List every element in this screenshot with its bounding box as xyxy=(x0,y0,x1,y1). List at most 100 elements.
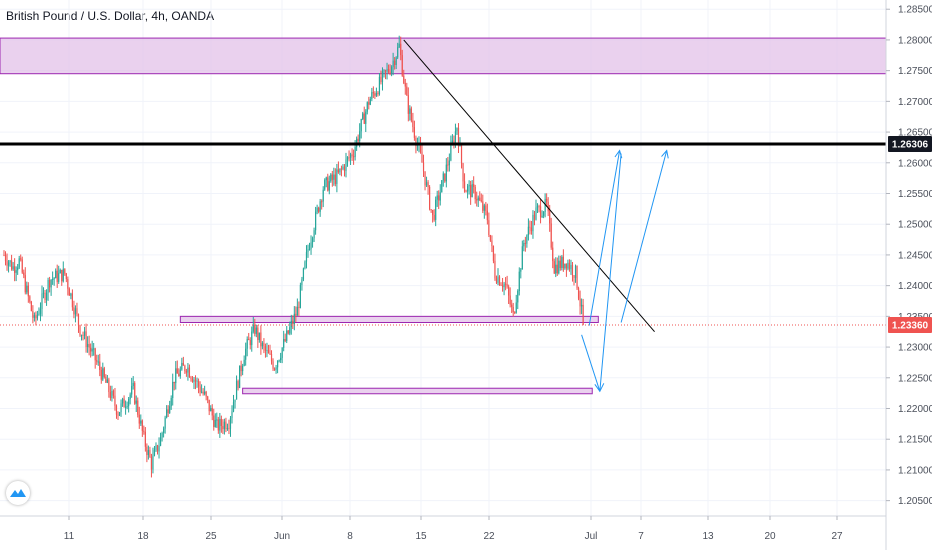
candle-body xyxy=(281,347,283,358)
candle-body xyxy=(6,261,8,266)
candle-body xyxy=(500,284,502,286)
candle-body xyxy=(190,377,192,379)
candle-body xyxy=(492,245,495,261)
candle-body xyxy=(223,421,225,430)
candle-body xyxy=(406,86,408,96)
candle-body xyxy=(137,400,139,415)
candle-body xyxy=(394,60,396,65)
candle-body xyxy=(175,368,177,384)
candle-body xyxy=(562,256,564,269)
candle-body xyxy=(346,157,349,160)
candle-body xyxy=(164,417,166,429)
candle-body xyxy=(88,344,90,348)
candle-body xyxy=(17,267,19,271)
candle-body xyxy=(570,265,572,270)
candle-body xyxy=(343,166,346,171)
candle-body xyxy=(447,164,449,166)
candle-body xyxy=(468,185,470,187)
candle-body xyxy=(384,70,387,72)
time-tick-label: Jun xyxy=(274,531,290,542)
candle-body xyxy=(378,76,381,95)
candle-body xyxy=(574,265,577,278)
candle-body xyxy=(217,419,219,431)
candle-body xyxy=(169,406,171,414)
candle-body xyxy=(536,206,539,208)
candle-body xyxy=(340,168,343,170)
candle-body xyxy=(360,119,362,132)
candle-body xyxy=(368,102,370,105)
candle-body xyxy=(400,43,402,56)
support-zone-low[interactable] xyxy=(242,387,593,395)
candle-body xyxy=(204,391,206,394)
candle-body xyxy=(444,173,446,182)
candle-body xyxy=(421,151,423,163)
candle-body xyxy=(30,301,32,312)
candle-body xyxy=(185,371,187,373)
candle-body xyxy=(235,381,238,400)
candle-body xyxy=(100,369,102,380)
candle-body xyxy=(366,102,368,112)
candle-body xyxy=(301,279,303,285)
downtrend-line[interactable] xyxy=(403,39,655,333)
candle-body xyxy=(134,382,136,404)
candle-body xyxy=(231,411,233,419)
projection-arrow-2[interactable] xyxy=(620,150,668,323)
candle-body xyxy=(52,278,54,280)
candle-body xyxy=(463,181,466,192)
resistance-zone[interactable] xyxy=(0,37,887,75)
level-price-badge[interactable] xyxy=(888,135,932,152)
candle-body xyxy=(90,347,92,352)
candle-body xyxy=(143,430,145,432)
projection-arrow-1[interactable] xyxy=(588,150,621,326)
time-tick-label: 13 xyxy=(702,531,714,542)
candle-body xyxy=(220,418,222,426)
support-zone-middle[interactable] xyxy=(179,315,599,324)
projection-path[interactable] xyxy=(581,153,622,392)
candle-body xyxy=(327,177,329,191)
candle-body xyxy=(70,293,72,296)
time-tick-label: 25 xyxy=(205,531,217,542)
candle-body xyxy=(23,272,25,276)
candle-body xyxy=(479,197,481,201)
time-axis[interactable]: 11 18 25 Jun 8 15 22 Jul 7 13 20 27 xyxy=(0,515,886,542)
price-tick-label: 1.26500 xyxy=(898,128,932,139)
current-price-badge[interactable] xyxy=(888,316,932,333)
candle-body xyxy=(193,379,195,382)
drawing-lines[interactable] xyxy=(0,39,886,393)
price-axis[interactable]: 1.28500 1.28000 1.27500 1.27000 1.26500 1.260… xyxy=(885,0,932,550)
candle-body xyxy=(56,270,58,282)
candle-body xyxy=(488,220,490,235)
candle-body xyxy=(305,252,308,262)
candle-body xyxy=(550,223,552,248)
price-tick-label: 1.22000 xyxy=(898,404,932,415)
candle-body xyxy=(503,283,505,288)
candle-body xyxy=(526,235,528,244)
tradingview-logo-icon[interactable] xyxy=(6,481,30,505)
candle-body xyxy=(319,201,321,212)
candle-body xyxy=(308,249,311,251)
candle-body xyxy=(374,93,376,96)
candle-body xyxy=(552,247,554,262)
candle-body xyxy=(565,263,567,269)
candle-body xyxy=(287,330,289,334)
candle-body xyxy=(62,268,64,282)
candle-body xyxy=(559,260,561,268)
drawing-zones[interactable] xyxy=(0,37,887,395)
candle-body xyxy=(106,379,108,383)
candle-body xyxy=(296,306,298,316)
candle-body xyxy=(273,368,276,370)
candle-body xyxy=(270,353,273,362)
candle-body xyxy=(44,292,46,301)
price-tick-label: 1.27000 xyxy=(898,97,932,108)
candle-body xyxy=(125,406,127,408)
candle-body xyxy=(357,138,359,141)
candle-body xyxy=(482,201,484,211)
candle-body xyxy=(140,420,142,424)
candle-body xyxy=(187,367,189,373)
candle-body xyxy=(3,254,5,256)
candle-body xyxy=(258,332,260,341)
candle-body xyxy=(397,47,399,58)
candle-body xyxy=(120,403,122,413)
candle-body xyxy=(97,361,99,363)
